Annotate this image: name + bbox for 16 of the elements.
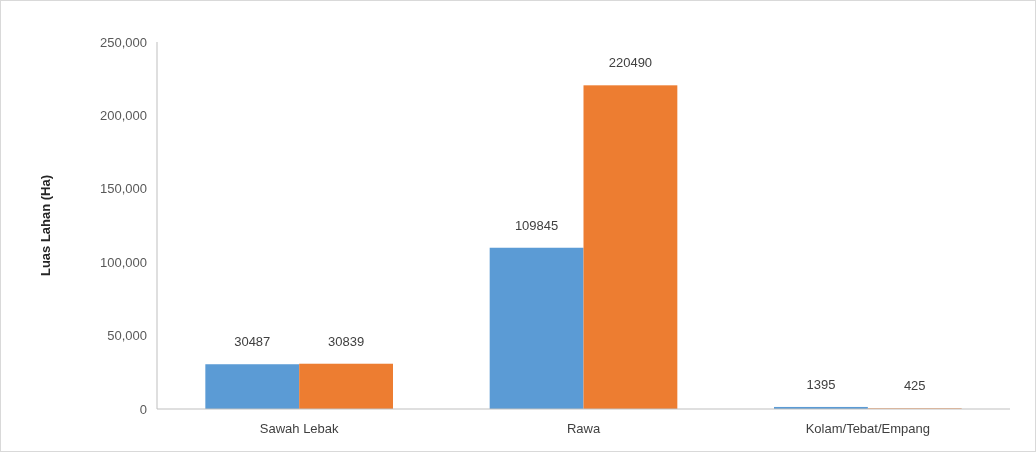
x-tick-label: Kolam/Tebat/Empang [805, 421, 930, 436]
data-label: 220490 [608, 55, 653, 71]
data-label: 1395 [806, 376, 836, 392]
y-tick-label: 50,000 [107, 328, 147, 344]
y-tick-label: 250,000 [100, 34, 147, 50]
y-tick-label: 150,000 [100, 181, 147, 197]
data-label: 109845 [514, 217, 559, 233]
data-label: 30839 [328, 333, 365, 349]
x-tick-label: Rawa [566, 421, 601, 436]
data-label: 30487 [234, 334, 271, 350]
y-tick-label: 0 [139, 401, 147, 417]
y-tick-label: 100,000 [100, 254, 147, 270]
data-label: 425 [903, 378, 926, 394]
x-tick-label: Sawah Lebak [259, 421, 340, 436]
y-tick-label: 200,000 [100, 107, 147, 123]
y-axis-title: Luas Lahan (Ha) [38, 174, 53, 277]
